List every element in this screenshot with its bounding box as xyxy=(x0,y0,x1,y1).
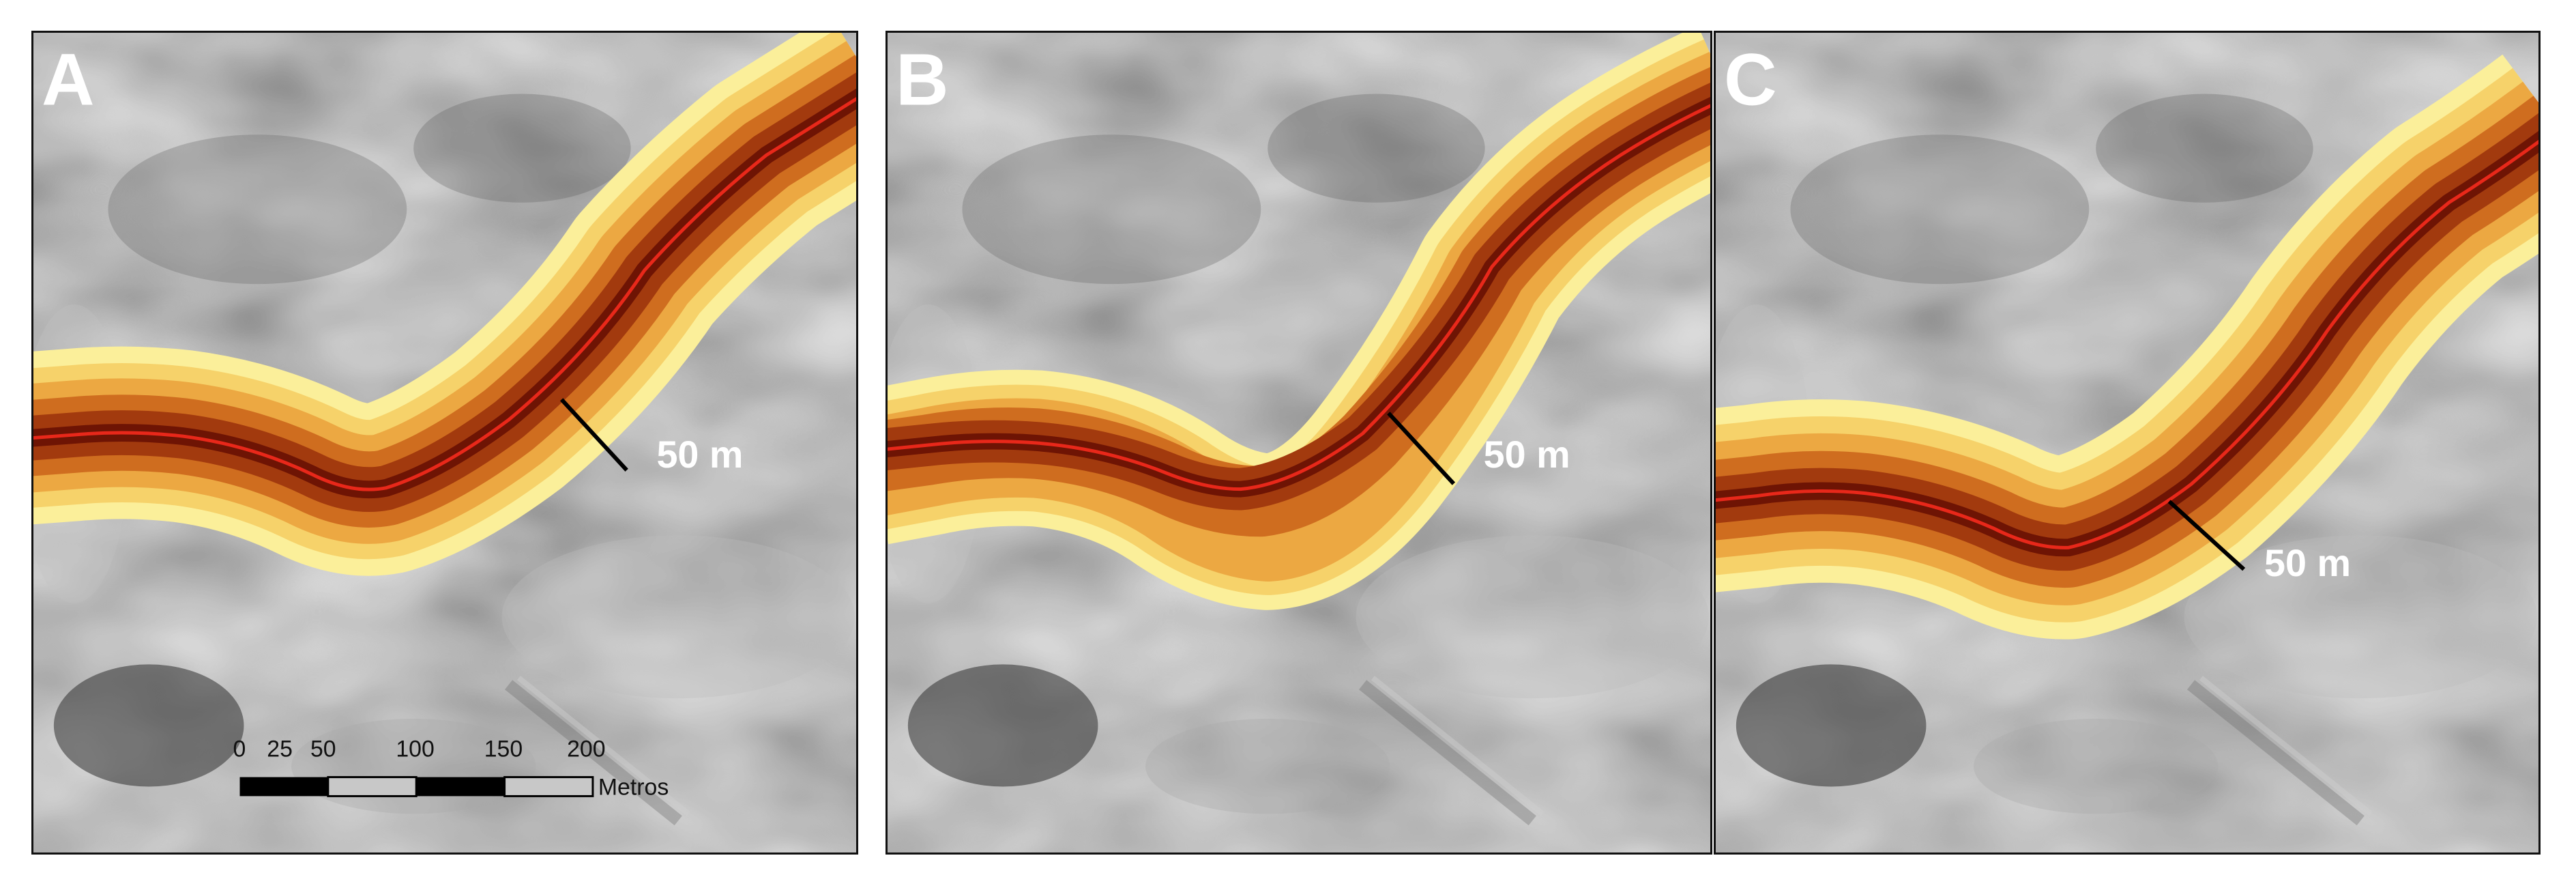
scale-tick: 150 xyxy=(484,736,523,762)
scale-tick: 25 xyxy=(267,736,293,762)
scale-tick: 0 xyxy=(233,736,246,762)
channel-line xyxy=(33,97,856,491)
map-canvas-b: 50 m B xyxy=(888,33,1710,853)
distance-label: 50 m xyxy=(2264,542,2351,584)
distance-measure-line xyxy=(2167,500,2246,571)
scale-tick: 200 xyxy=(567,736,605,762)
scale-bar: 0 25 50 100 150 200 Metros xyxy=(233,736,669,801)
scale-tick: 50 xyxy=(310,736,336,762)
map-panel-c: 50 m C xyxy=(1714,31,2541,855)
scale-segment xyxy=(503,776,594,797)
channel-line xyxy=(888,104,1710,491)
scale-bar-ticks: 0 25 50 100 150 200 xyxy=(233,736,606,762)
panel-letter: C xyxy=(1724,38,1777,120)
map-panel-b: 50 m B xyxy=(886,31,1712,855)
scale-unit: Metros xyxy=(598,774,669,800)
map-canvas-c: 50 m C xyxy=(1716,33,2538,853)
map-panel-a: 50 m A 0 25 50 100 150 200 Metros xyxy=(31,31,858,855)
scale-tick: 100 xyxy=(396,736,434,762)
panel-letter: B xyxy=(896,38,949,120)
scale-segment xyxy=(327,776,418,797)
map-canvas-a: 50 m A 0 25 50 100 150 200 Metros xyxy=(33,33,856,853)
distance-label: 50 m xyxy=(1484,433,1570,476)
distance-measure-line xyxy=(559,398,628,472)
scale-segment xyxy=(416,777,505,797)
panel-letter: A xyxy=(42,38,95,120)
scale-segment xyxy=(239,777,328,797)
channel-line xyxy=(1716,139,2538,549)
distance-label: 50 m xyxy=(656,433,743,476)
distance-measure-line xyxy=(1387,412,1456,485)
